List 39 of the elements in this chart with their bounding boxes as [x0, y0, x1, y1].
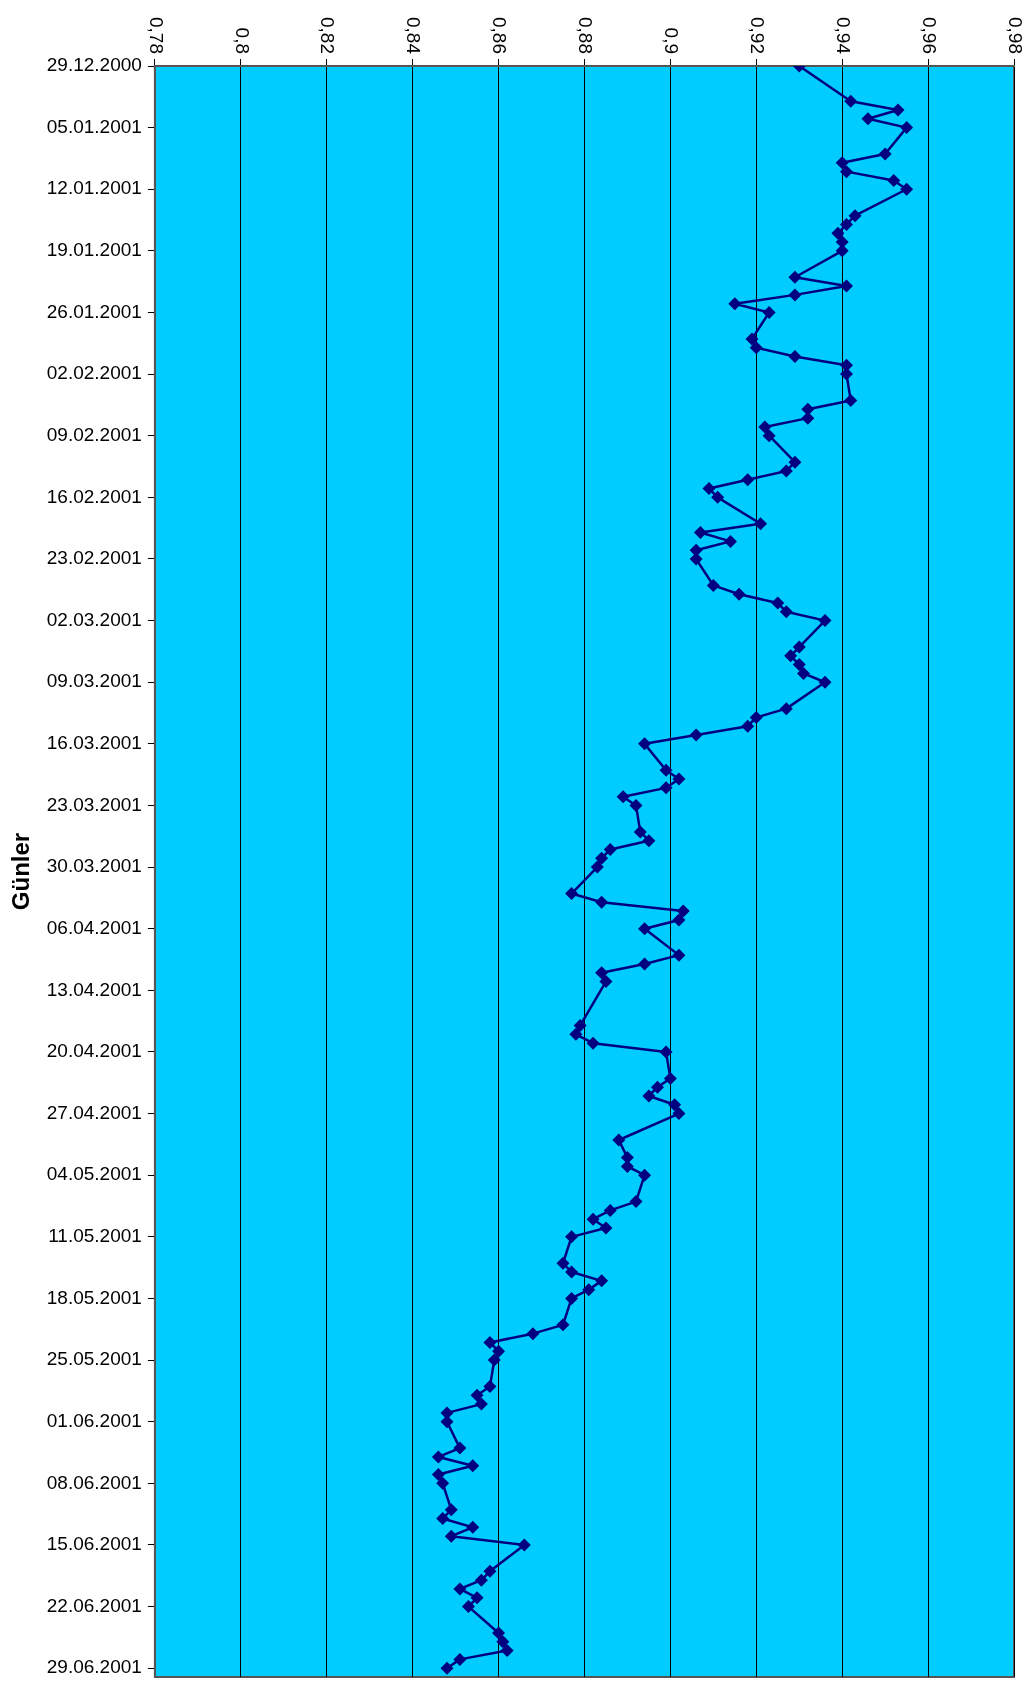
x-tick-label: 0,88 [575, 17, 597, 54]
y-tick-label: 23.03.2001 [46, 793, 142, 815]
x-tick-label: 0,94 [832, 17, 854, 55]
x-tick-label: 0,86 [489, 17, 511, 54]
y-tick-label: 30.03.2001 [46, 855, 142, 877]
x-tick-label: 0,92 [747, 17, 769, 54]
x-tick-label: 0,9 [661, 27, 683, 54]
x-tick-label: 0,98 [1004, 17, 1026, 54]
y-tick-label: 29.06.2001 [46, 1656, 142, 1678]
y-tick-label: 22.06.2001 [46, 1594, 142, 1616]
x-tick-label: 0,8 [231, 27, 253, 54]
y-tick-label: 04.05.2001 [46, 1163, 142, 1185]
y-tick-label: 05.01.2001 [46, 115, 142, 137]
y-tick-label: 12.01.2001 [46, 177, 142, 199]
x-tick-label: 0,78 [145, 17, 167, 54]
y-tick-label: 23.02.2001 [46, 547, 142, 569]
y-tick-label: 26.01.2001 [46, 300, 142, 322]
y-tick-label: 20.04.2001 [46, 1040, 142, 1062]
y-tick-label: 15.06.2001 [46, 1533, 142, 1555]
y-tick-label: 09.02.2001 [46, 423, 142, 445]
y-tick-label: 11.05.2001 [48, 1225, 142, 1247]
y-tick-label: 16.03.2001 [46, 732, 142, 754]
x-tick-label: 0,82 [317, 17, 339, 54]
x-tick-label: 0,96 [918, 17, 940, 54]
y-tick-label: 13.04.2001 [46, 978, 142, 1000]
y-tick-label: 01.06.2001 [46, 1409, 142, 1431]
y-tick-label: 25.05.2001 [46, 1348, 142, 1370]
y-tick-label: 02.02.2001 [46, 362, 142, 384]
y-tick-label: 09.03.2001 [46, 670, 142, 692]
y-tick-label: 06.04.2001 [46, 916, 142, 938]
y-tick-label: 27.04.2001 [46, 1101, 142, 1123]
y-tick-label: 08.06.2001 [46, 1471, 142, 1493]
y-axis-title: Günler [7, 832, 35, 911]
y-tick-label: 19.01.2001 [46, 239, 142, 261]
y-tick-label: 16.02.2001 [46, 485, 142, 507]
y-tick-label: 02.03.2001 [46, 608, 142, 630]
y-tick-label: 18.05.2001 [46, 1286, 142, 1308]
y-tick-label: 29.12.2000 [46, 54, 142, 76]
x-tick-label: 0,84 [403, 17, 425, 55]
